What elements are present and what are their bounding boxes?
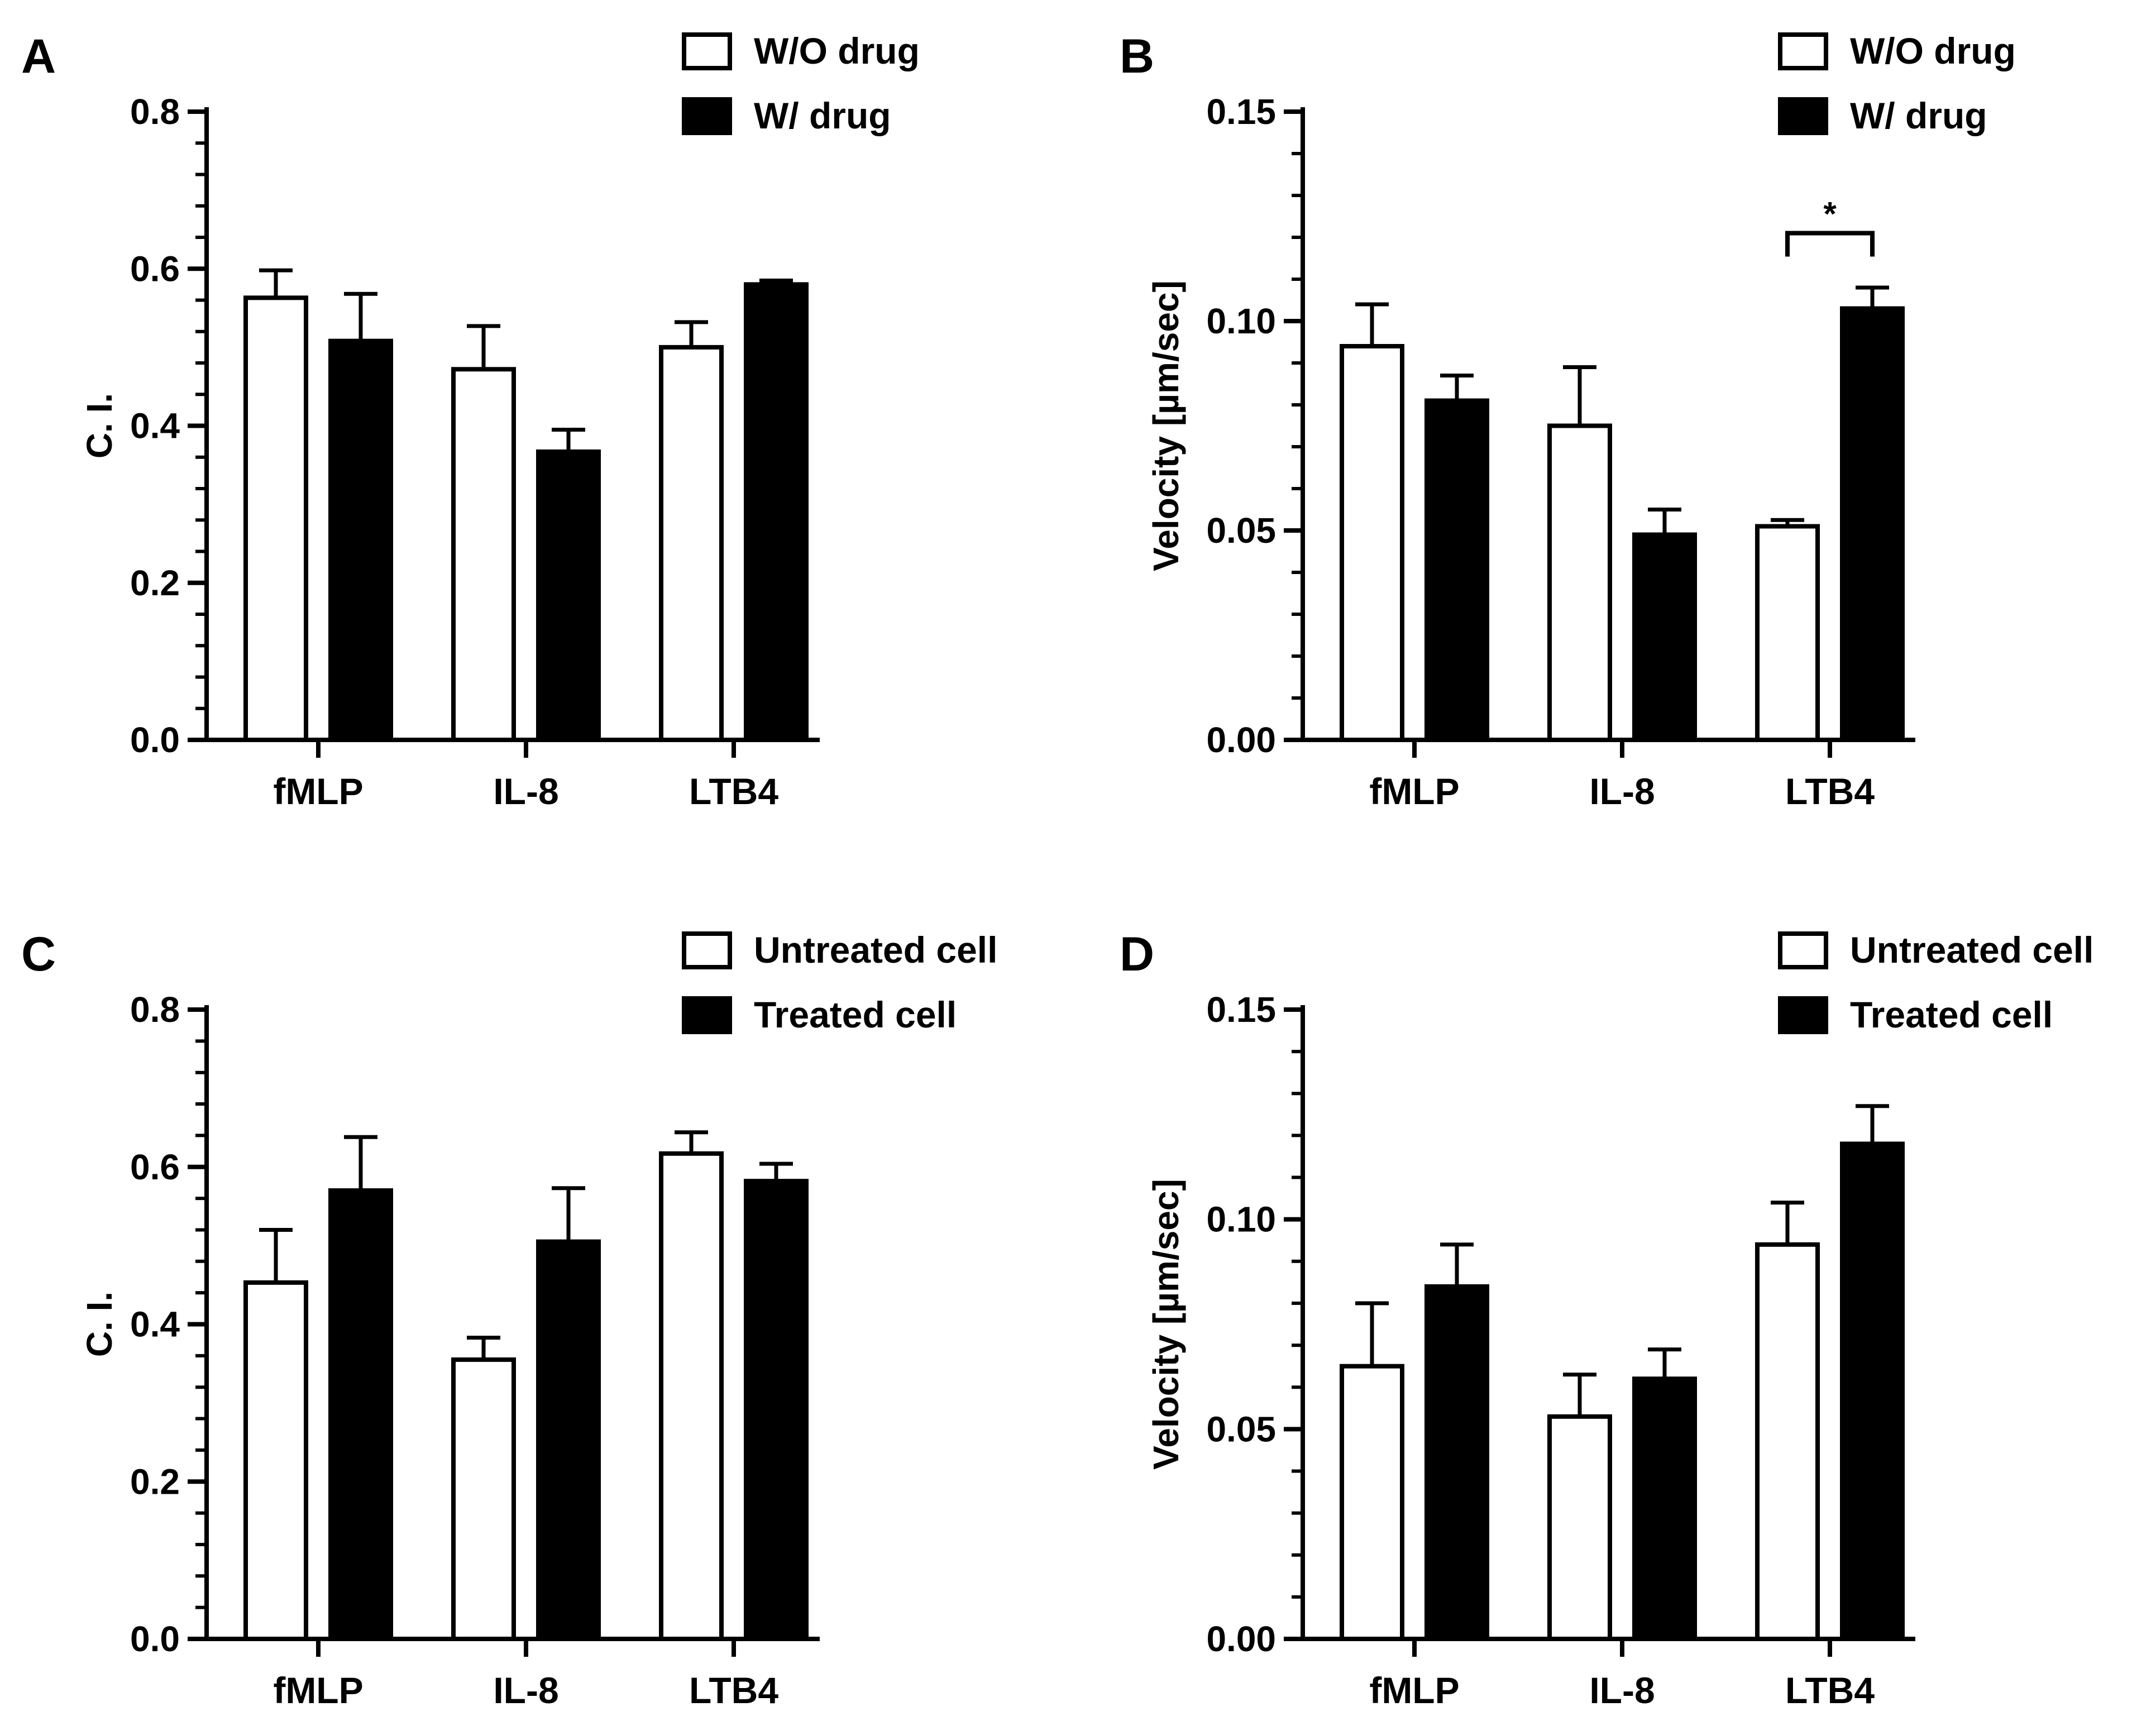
x-tick-label: IL-8 xyxy=(493,771,558,812)
bar xyxy=(744,282,809,742)
panel-c: C 0.0 0.2 0.4 0.6 0.8 C. I. fMLP IL-8 LTB4 Untreat… xyxy=(21,928,997,1711)
legend-label: W/O drug xyxy=(754,30,920,71)
y-tick-label: 0.00 xyxy=(1206,720,1276,760)
legend-label: W/ drug xyxy=(1850,95,1987,136)
legend-label: W/O drug xyxy=(1850,30,2016,71)
bar xyxy=(536,449,601,742)
y-tick-label: 0.2 xyxy=(130,563,180,603)
bar xyxy=(1424,1284,1489,1641)
y-tick-label: 0.6 xyxy=(130,1147,180,1187)
bar xyxy=(1755,1242,1820,1641)
panel-letter: D xyxy=(1120,928,1154,981)
y-tick-label: 0.4 xyxy=(130,406,180,446)
y-tick-label: 0.2 xyxy=(130,1461,180,1502)
bar xyxy=(1632,1376,1697,1641)
legend-swatch xyxy=(682,32,732,70)
y-tick-label: 0.10 xyxy=(1206,1199,1276,1240)
x-tick-label: fMLP xyxy=(273,771,363,812)
y-tick-label: 0.8 xyxy=(130,92,180,132)
x-tick-label: LTB4 xyxy=(689,1670,778,1711)
bar xyxy=(451,1357,516,1642)
y-tick-label: 0.8 xyxy=(130,989,180,1030)
y-tick-label: 0.0 xyxy=(130,720,180,760)
y-tick-label: 0.15 xyxy=(1206,989,1276,1030)
significance-bracket xyxy=(1785,231,1875,257)
panel-b: B 0.00 0.05 0.10 0.15 Velocity [µm/sec] fMLP IL… xyxy=(1120,30,2016,812)
y-tick-label: 0.0 xyxy=(130,1619,180,1659)
bar xyxy=(1340,1364,1404,1641)
x-tick-label: LTB4 xyxy=(1785,771,1875,812)
bar xyxy=(1424,398,1489,742)
y-tick-label: 0.4 xyxy=(130,1304,180,1345)
legend-swatch xyxy=(1778,931,1828,969)
bar xyxy=(1340,344,1404,742)
y-axis-title: C. I. xyxy=(79,1292,119,1357)
panel-a: A 0.0 0.2 0.4 0.6 0.8 C. I. fMLP IL-8 LTB4 W/O dru… xyxy=(21,30,920,812)
x-tick-label: LTB4 xyxy=(1785,1670,1875,1711)
bar xyxy=(451,367,516,742)
bar xyxy=(243,1280,308,1641)
legend-swatch xyxy=(682,931,732,969)
bar xyxy=(536,1239,601,1642)
legend-label: W/ drug xyxy=(754,95,891,136)
legend-swatch xyxy=(1778,996,1828,1034)
y-axis-title: C. I. xyxy=(79,393,119,458)
bar xyxy=(1840,1141,1905,1642)
x-tick-label: IL-8 xyxy=(493,1670,558,1711)
legend-swatch xyxy=(1778,97,1828,135)
y-tick-label: 0.05 xyxy=(1206,1409,1276,1449)
bar xyxy=(659,345,724,742)
y-tick-label: 0.00 xyxy=(1206,1619,1276,1659)
panel-d: D 0.00 0.05 0.10 0.15 Velocity [µm/sec] fMLP IL… xyxy=(1120,928,2093,1711)
y-axis-title: Velocity [µm/sec] xyxy=(1146,280,1186,571)
bar xyxy=(1755,524,1820,742)
legend-swatch xyxy=(682,996,732,1034)
bar xyxy=(1840,306,1905,742)
x-tick-label: LTB4 xyxy=(689,771,778,812)
x-tick-label: IL-8 xyxy=(1589,771,1655,812)
y-tick-label: 0.05 xyxy=(1206,510,1276,551)
bar xyxy=(1547,423,1612,742)
panel-letter: B xyxy=(1120,30,1154,83)
legend-label: Treated cell xyxy=(754,994,957,1035)
legend-label: Untreated cell xyxy=(754,929,997,971)
bar xyxy=(1547,1414,1612,1641)
bar xyxy=(1632,532,1697,742)
y-tick-label: 0.10 xyxy=(1206,301,1276,341)
legend-label: Treated cell xyxy=(1850,994,2053,1035)
bar xyxy=(328,338,393,742)
panel-letter: C xyxy=(21,928,56,981)
x-tick-label: fMLP xyxy=(273,1670,363,1711)
bar xyxy=(328,1188,393,1641)
y-tick-label: 0.6 xyxy=(130,248,180,289)
legend-label: Untreated cell xyxy=(1850,929,2093,971)
y-axis-title: Velocity [µm/sec] xyxy=(1146,1179,1186,1470)
legend-swatch xyxy=(1778,32,1828,70)
x-tick-label: fMLP xyxy=(1369,1670,1459,1711)
x-tick-label: fMLP xyxy=(1369,771,1459,812)
panel-letter: A xyxy=(21,30,56,83)
bar xyxy=(659,1151,724,1641)
significance-label: * xyxy=(1823,195,1837,233)
y-tick-label: 0.15 xyxy=(1206,92,1276,132)
x-tick-label: IL-8 xyxy=(1589,1670,1655,1711)
legend-swatch xyxy=(682,97,732,135)
bar xyxy=(744,1179,809,1641)
bar xyxy=(243,295,308,742)
